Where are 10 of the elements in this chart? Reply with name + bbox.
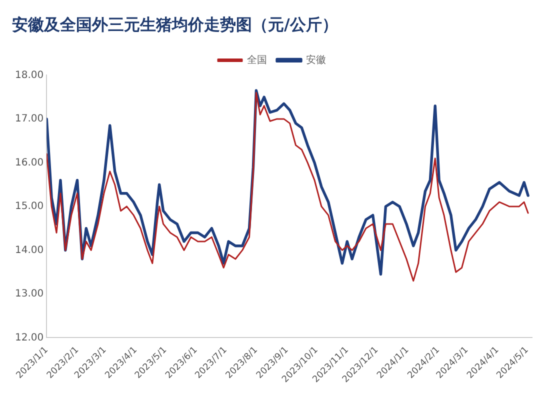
y-tick-label: 18.00	[14, 70, 44, 81]
y-tick-label: 12.00	[14, 332, 44, 344]
y-tick-label: 17.00	[14, 114, 44, 125]
y-tick-label: 14.00	[14, 244, 44, 256]
y-tick-label: 13.00	[14, 288, 44, 300]
chart-title: 安徽及全国外三元生猪均价走势图（元/公斤）	[12, 14, 338, 34]
y-tick-label: 16.00	[14, 157, 44, 168]
y-tick-label: 15.00	[14, 201, 44, 212]
legend-label: 全国	[247, 54, 267, 66]
legend-label: 安徽	[306, 54, 326, 66]
